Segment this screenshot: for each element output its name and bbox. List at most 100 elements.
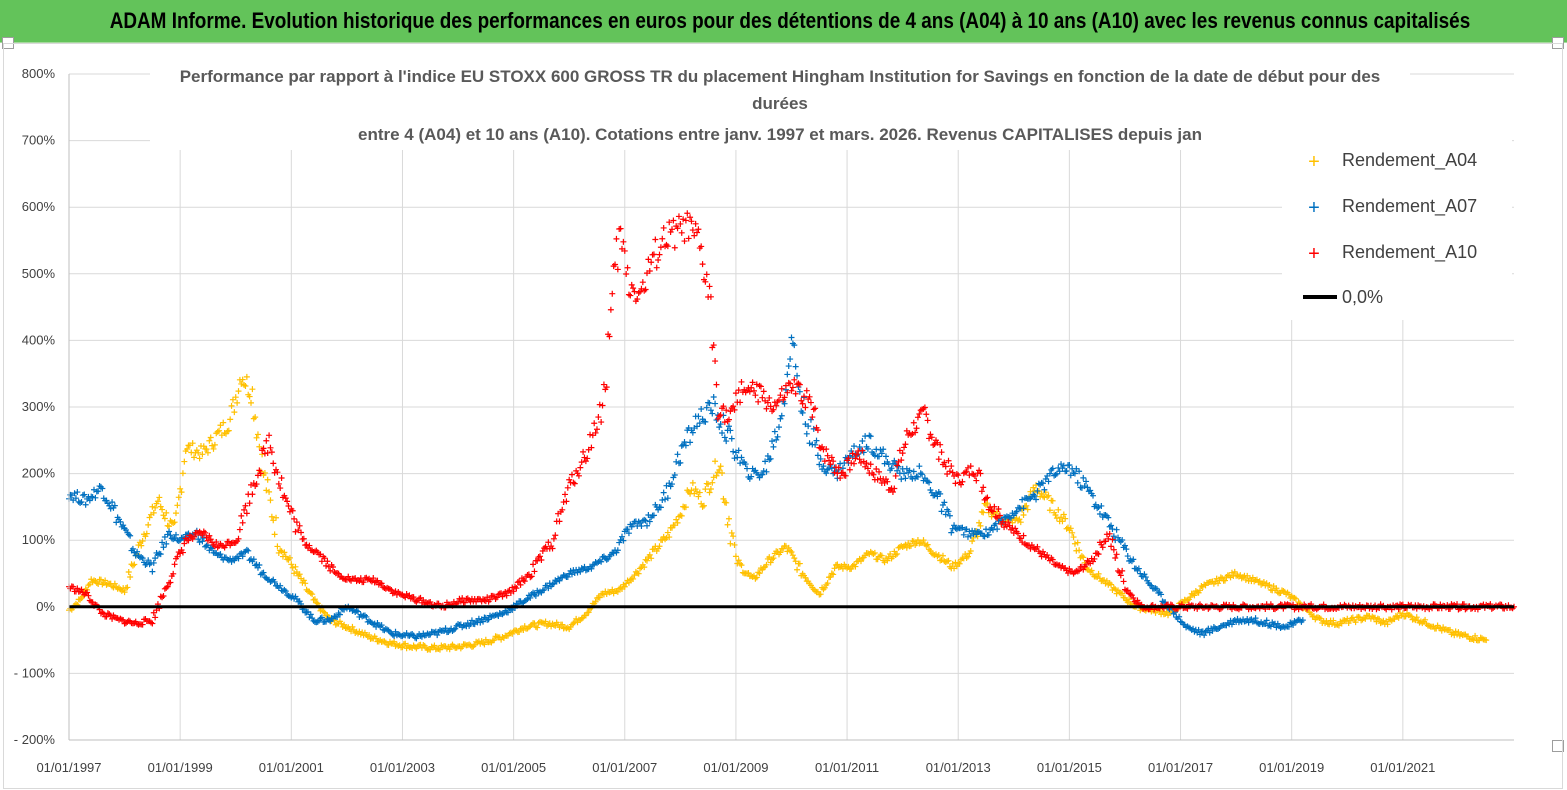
data-point: [217, 551, 224, 558]
data-point: [517, 581, 524, 588]
data-point: [231, 409, 238, 416]
data-point: [1127, 557, 1134, 564]
data-point: [685, 235, 692, 242]
data-point: [773, 436, 780, 443]
data-point: [642, 286, 649, 293]
data-point: [648, 555, 655, 562]
data-point: [828, 454, 835, 461]
data-point: [738, 454, 745, 461]
data-point: [902, 475, 909, 482]
data-point: [1469, 636, 1476, 643]
data-point: [666, 219, 673, 226]
data-point: [78, 586, 85, 593]
data-point: [267, 497, 274, 504]
data-point: [493, 633, 500, 640]
data-point: [570, 620, 577, 627]
resize-handle-bottom-right[interactable]: [1552, 740, 1564, 752]
data-point: [228, 402, 235, 409]
data-point: [856, 444, 863, 451]
data-point: [767, 559, 774, 566]
data-point: [1106, 530, 1113, 537]
data-point: [420, 641, 427, 648]
data-point: [271, 531, 278, 538]
x-tick-label: 01/01/2021: [1370, 760, 1435, 775]
data-point: [524, 596, 531, 603]
data-point: [763, 405, 770, 412]
data-point: [588, 444, 595, 451]
data-point: [163, 509, 170, 516]
data-point: [303, 541, 310, 548]
data-point: [552, 622, 559, 629]
data-point: [309, 591, 316, 598]
data-point: [562, 491, 569, 498]
data-point: [1076, 567, 1083, 574]
data-point: [981, 533, 988, 540]
data-point: [745, 569, 752, 576]
data-point: [682, 217, 689, 224]
data-point: [1020, 532, 1027, 539]
data-point: [663, 241, 670, 248]
data-point: [143, 530, 150, 537]
data-point: [995, 518, 1002, 525]
legend-label-a10: Rendement_A10: [1342, 242, 1477, 263]
data-point: [675, 513, 682, 520]
data-point: [1137, 570, 1144, 577]
data-point: [723, 499, 730, 506]
data-point: [147, 619, 154, 626]
data-point: [1191, 592, 1198, 599]
data-point: [896, 447, 903, 454]
data-point: [749, 379, 756, 386]
data-point: [1039, 548, 1046, 555]
data-point: [738, 378, 745, 385]
chart-area[interactable]: [3, 43, 1563, 789]
data-point: [1116, 569, 1123, 576]
data-point: [677, 512, 684, 519]
data-point: [318, 614, 325, 621]
data-point: [695, 413, 702, 420]
data-point: [1046, 507, 1053, 514]
data-point: [509, 584, 516, 591]
data-point: [1113, 526, 1120, 533]
data-point: [196, 455, 203, 462]
data-point: [1230, 617, 1237, 624]
data-point: [127, 532, 134, 539]
data-point: [813, 437, 820, 444]
data-point: [706, 283, 713, 290]
data-point: [874, 556, 881, 563]
data-point: [174, 553, 181, 560]
data-point: [150, 559, 157, 566]
data-point: [549, 581, 556, 588]
data-point: [1080, 554, 1087, 561]
data-point: [949, 560, 956, 567]
data-point: [575, 472, 582, 479]
data-point: [179, 470, 186, 477]
data-point: [1479, 635, 1486, 642]
data-point: [234, 399, 241, 406]
data-point: [1121, 594, 1128, 601]
data-point: [631, 288, 638, 295]
data-point: [789, 552, 796, 559]
data-point: [109, 499, 116, 506]
data-point: [744, 465, 751, 472]
data-point: [127, 573, 134, 580]
data-point: [156, 494, 163, 501]
data-point: [125, 568, 132, 575]
data-point: [1120, 578, 1127, 585]
data-point: [817, 591, 824, 598]
data-point: [510, 588, 517, 595]
data-point: [159, 539, 166, 546]
data-point: [161, 515, 168, 522]
data-point: [1071, 540, 1078, 547]
data-point: [741, 386, 748, 393]
data-point: [178, 489, 185, 496]
data-point: [581, 563, 588, 570]
data-point: [1090, 492, 1096, 499]
data-point: [125, 531, 132, 538]
data-point: [664, 495, 671, 502]
data-point: [1394, 613, 1401, 620]
data-point: [1376, 616, 1383, 623]
data-point: [891, 457, 898, 464]
data-point: [787, 380, 794, 387]
data-point: [164, 531, 171, 538]
data-point: [919, 540, 926, 547]
